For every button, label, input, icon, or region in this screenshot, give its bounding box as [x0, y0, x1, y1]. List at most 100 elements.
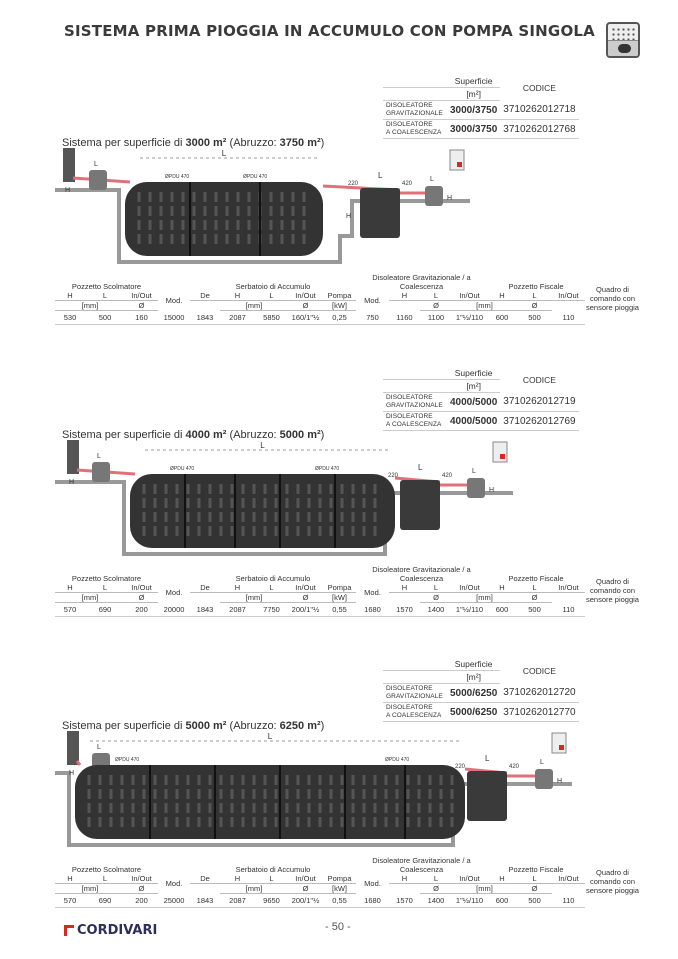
spec-table: Pozzetto Scolmatore Serbatoio di Accumul… [55, 565, 640, 617]
codice-header: CODICE [522, 374, 556, 385]
table-cell: 160 [125, 310, 158, 325]
section-caption: Sistema per superficie di 3000 m² (Abruz… [62, 137, 325, 149]
table-cell: 570 [55, 893, 85, 908]
column-header: H [389, 583, 420, 593]
dimension-label: L [94, 161, 98, 168]
table-cell: 9650 [255, 893, 288, 908]
system-diagram: L ØPDU 470 ØPDU 470 L H 220 L 420 H H L [55, 148, 470, 264]
table-cell: 1843 [190, 602, 220, 617]
superficie-unit: [m²] [447, 379, 501, 393]
unit-label: [kW] [323, 300, 356, 311]
table-cell: 690 [85, 602, 125, 617]
table-cell: 2087 [220, 602, 255, 617]
table-cell: 500 [517, 893, 552, 908]
table-cell: 1570 [389, 893, 420, 908]
column-header: In/Out [552, 583, 585, 593]
unit-label: [mm] [220, 300, 288, 311]
table-cell: 15000 [158, 310, 190, 325]
unit-label: [kW] [323, 592, 356, 603]
table-cell: 1160 [389, 310, 420, 325]
column-header: Pompa [323, 874, 356, 884]
column-header: In/Out [125, 291, 158, 301]
column-header: L [255, 583, 288, 593]
dimension-label: L [378, 171, 383, 180]
code-row: Disoleatore Gravitazionale 5000/6250 371026… [383, 683, 579, 703]
table-cell: 1"½/110 [452, 310, 487, 325]
unit-label: Ø [517, 883, 552, 894]
table-cell: 110 [552, 310, 585, 325]
column-header: In/Out [125, 874, 158, 884]
column-header: L [420, 874, 452, 884]
control-panel-led [457, 162, 462, 167]
pdu-label: ØPDU 470 [170, 466, 194, 472]
system-section: Superficie CODICE [m²] Disoleatore Gravita… [0, 658, 678, 948]
disoleatore-tank [467, 771, 507, 821]
column-header: In/Out [288, 583, 323, 593]
superficie-unit: [m²] [447, 670, 501, 684]
unit-label: [kW] [323, 883, 356, 894]
dimension-label: L [540, 759, 544, 766]
system-diagram: L ØPDU 470 ØPDU 470 L H 220 L 420 H H L [55, 440, 513, 556]
table-cell: 200 [125, 893, 158, 908]
table-row: 530 500 160 15000 1843 2087 5850 160/1"½ 0,25 750… [55, 310, 640, 325]
column-header: H [55, 583, 85, 593]
group-pozzetto-fiscale: Pozzetto Fiscale [508, 865, 564, 874]
table-cell: 200 [125, 602, 158, 617]
column-header: In/Out [552, 874, 585, 884]
column-header: Pompa [323, 583, 356, 593]
disoleatore-tank [360, 188, 400, 238]
superficie-value: 4000/5000 [447, 392, 501, 412]
group-disoleatore: Disoleatore Gravitazionale / a Coalescen… [372, 273, 471, 291]
column-header: L [517, 291, 552, 301]
product-label: Disoleatore [386, 121, 433, 128]
dimension-label: H [557, 778, 562, 785]
column-header: H [487, 874, 517, 884]
ground-outline [55, 188, 470, 264]
unit-label: Ø [420, 592, 452, 603]
unit-label: Ø [288, 300, 323, 311]
table-cell: 200/1"½ [288, 893, 323, 908]
table-cell: 1680 [356, 893, 389, 908]
column-header: In/Out [452, 874, 487, 884]
unit-label: [mm] [220, 883, 288, 894]
group-disoleatore: Disoleatore Gravitazionale / a Coalescen… [372, 856, 471, 874]
unit-label: Ø [517, 592, 552, 603]
superficie-header: Superficie [447, 367, 501, 380]
superficie-unit: [m²] [447, 87, 501, 101]
product-label: Gravitazionale [386, 402, 443, 409]
group-serbatoio: Serbatoio di Accumulo [235, 282, 311, 291]
dimension-label: 220 [388, 473, 399, 479]
table-cell: 0,55 [323, 893, 356, 908]
table-cell: 1400 [420, 602, 452, 617]
product-code: 3710262012720 [500, 683, 579, 703]
pozzetto-fiscale [535, 769, 553, 789]
table-cell: 1100 [420, 310, 452, 325]
table-cell: 1843 [190, 893, 220, 908]
column-header: L [85, 874, 125, 884]
table-row: 570 690 200 20000 1843 2087 7750 200/1"½ 0,55 168… [55, 602, 640, 617]
column-header: L [420, 583, 452, 593]
code-row: Disoleatore a coalescenza 5000/6250 3710262… [383, 702, 579, 722]
table-cell: 2087 [220, 893, 255, 908]
brand-name: CORDIVARI [77, 923, 158, 938]
table-cell: 110 [552, 893, 585, 908]
pdu-label: ØPDU 470 [385, 757, 409, 763]
page-title: SISTEMA PRIMA PIOGGIA IN ACCUMULO CON PO… [64, 22, 595, 40]
table-cell: 2087 [220, 310, 255, 325]
unit-label: [mm] [452, 592, 517, 603]
superficie-value: 3000/3750 [447, 100, 501, 120]
unit-label: Ø [125, 592, 158, 603]
unit-label: [mm] [55, 592, 125, 603]
column-header: H [220, 583, 255, 593]
dimension-label: H [69, 479, 74, 486]
table-cell: 600 [487, 602, 517, 617]
product-label: Disoleatore [386, 704, 433, 711]
group-quadro: Quadro di comando con sensore pioggia [586, 577, 639, 605]
table-cell: 0,25 [323, 310, 356, 325]
column-header: Mod. [165, 296, 183, 306]
code-row: Disoleatore Gravitazionale 3000/3750 371026… [383, 100, 579, 120]
unit-label: Ø [125, 883, 158, 894]
superficie-header: Superficie [447, 75, 501, 88]
dimension-label: L [430, 176, 434, 183]
